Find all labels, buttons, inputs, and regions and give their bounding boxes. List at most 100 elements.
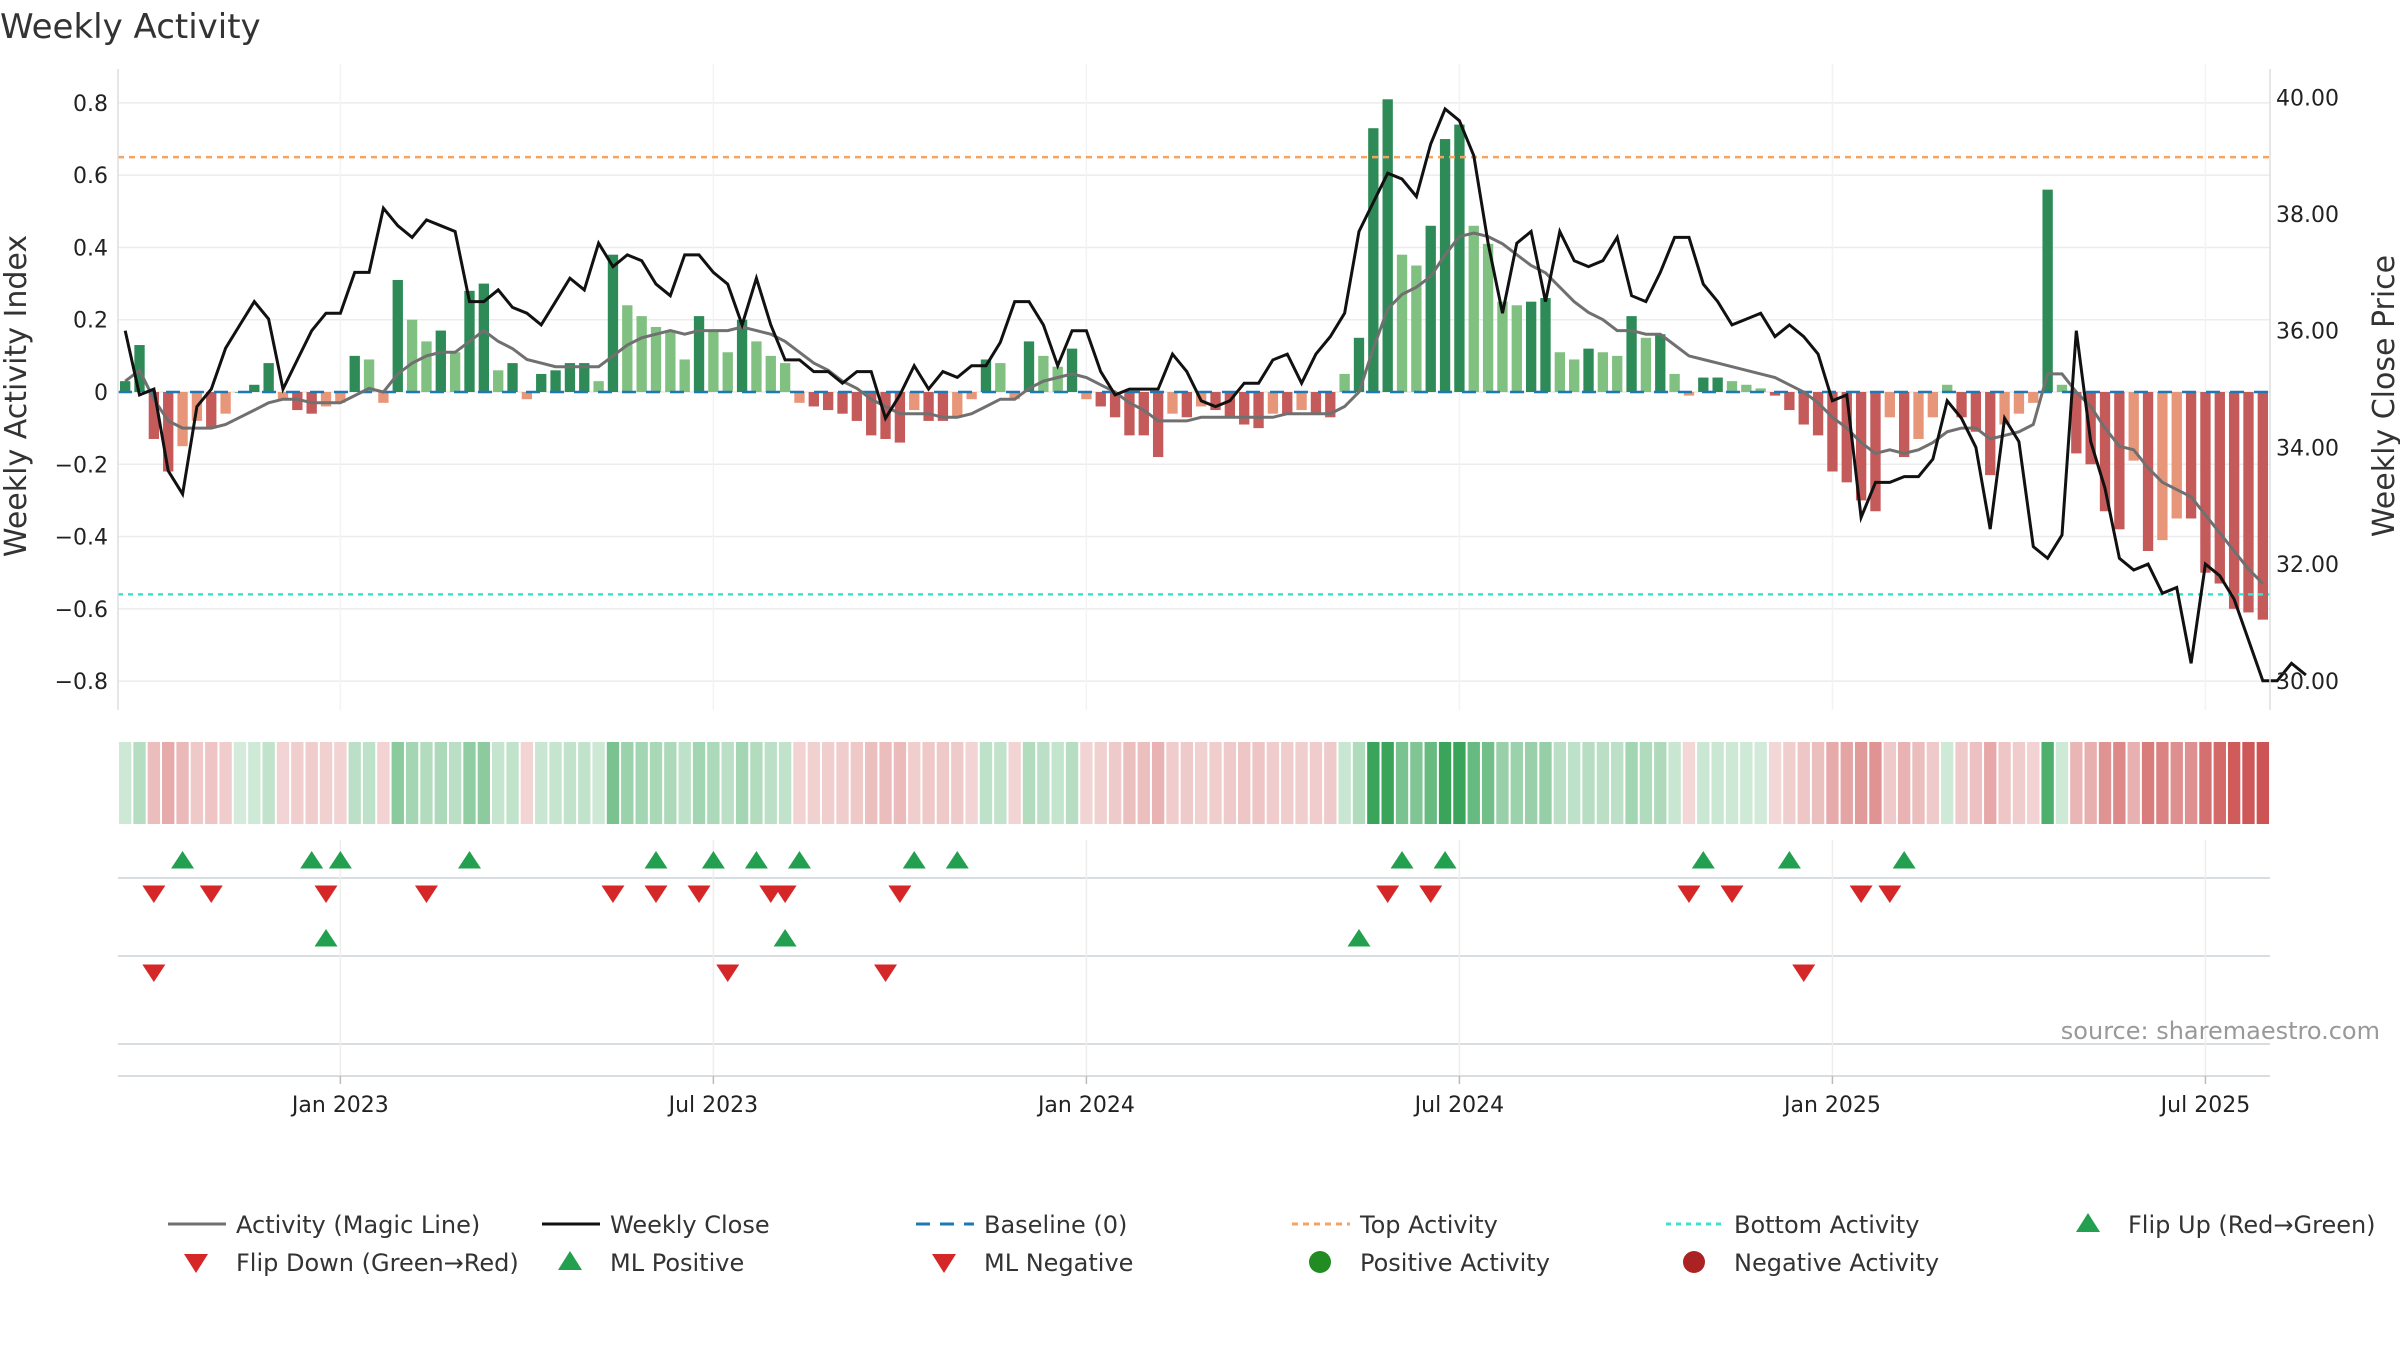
y2-tick-label: 32.00 <box>2276 553 2339 578</box>
flip-down-marker <box>1376 885 1400 903</box>
activity-bar <box>1970 392 1982 432</box>
activity-bars <box>120 99 2268 620</box>
activity-bar <box>320 392 332 407</box>
heat-cell <box>2012 742 2026 824</box>
activity-bar <box>1769 392 1781 396</box>
activity-bar <box>1841 392 1852 483</box>
activity-bar <box>851 392 863 421</box>
flip-down-marker <box>1419 885 1443 903</box>
heat-cell <box>850 742 864 824</box>
legend-label: Activity (Magic Line) <box>236 1211 480 1239</box>
activity-bar <box>1597 352 1609 392</box>
heat-cell <box>248 742 261 824</box>
ml-negative-marker <box>1792 964 1816 982</box>
activity-bar <box>593 381 604 392</box>
activity-bar <box>923 392 934 421</box>
heat-cell <box>1496 742 1509 824</box>
heat-cell <box>506 742 519 824</box>
activity-bar <box>1353 337 1365 392</box>
activity-bar <box>2013 392 2025 414</box>
activity-bar <box>794 392 805 403</box>
activity-bar <box>478 283 490 392</box>
activity-bar <box>1898 392 1910 458</box>
activity-bar <box>249 384 260 392</box>
heat-cell <box>1969 742 1983 824</box>
heat-cell <box>119 742 132 824</box>
heat-cell <box>2084 742 2097 824</box>
flip-down-marker <box>644 885 668 903</box>
heat-cell <box>692 742 706 824</box>
ml-positive-marker <box>773 929 797 947</box>
y2-tick-label: 30.00 <box>2276 670 2339 695</box>
activity-bar <box>163 392 174 472</box>
activity-bar <box>1095 392 1106 407</box>
activity-bar <box>1554 352 1566 392</box>
legend-swatch-down <box>184 1254 208 1273</box>
activity-bar <box>406 319 418 392</box>
heat-cell <box>2113 742 2126 824</box>
heat-cell <box>1037 742 1050 824</box>
heat-cell <box>1611 742 1624 824</box>
activity-bar <box>1985 392 1996 476</box>
heat-cell <box>1639 742 1653 824</box>
activity-bar <box>980 359 992 392</box>
y-tick-label: 0.2 <box>73 309 108 334</box>
activity-bar <box>1267 392 1279 414</box>
activity-bar <box>1626 316 1637 392</box>
activity-bar <box>2214 392 2225 584</box>
flip-up-marker <box>902 851 926 869</box>
heat-cell <box>291 742 304 824</box>
signal-markers <box>118 840 2270 1076</box>
heat-cell <box>1324 742 1337 824</box>
heat-cell <box>1697 742 1710 824</box>
heat-cell <box>563 742 577 824</box>
flip-down-marker <box>1720 885 1744 903</box>
heat-cell <box>2213 742 2226 824</box>
heat-cell <box>190 742 204 824</box>
flip-up-marker <box>457 851 481 869</box>
legend-label: Negative Activity <box>1734 1249 1939 1277</box>
activity-bar <box>148 392 160 439</box>
heat-cell <box>133 742 146 824</box>
flip-down-marker <box>888 885 912 903</box>
activity-bar <box>1038 355 1049 392</box>
flip-up-marker <box>1691 851 1715 869</box>
heat-cell <box>1740 742 1753 824</box>
flip-down-marker <box>601 885 625 903</box>
y2-tick-label: 34.00 <box>2276 436 2339 461</box>
heat-cell <box>1568 742 1581 824</box>
heat-cell <box>2184 742 2198 824</box>
activity-bar <box>1884 392 1895 418</box>
heat-cell <box>2027 742 2040 824</box>
activity-bar <box>1124 392 1135 436</box>
heat-cell <box>2041 742 2054 824</box>
heat-cell <box>305 742 318 824</box>
activity-bar <box>1784 392 1795 411</box>
legend-item-magic: Activity (Magic Line) <box>168 1211 480 1239</box>
legend-item-close: Weekly Close <box>542 1211 770 1239</box>
activity-bar <box>1310 392 1322 414</box>
activity-bar <box>2157 392 2168 541</box>
y-tick-label: −0.6 <box>55 598 108 623</box>
heat-cell <box>2199 742 2212 824</box>
legend-swatch-down <box>932 1254 956 1273</box>
heat-cell <box>1826 742 1839 824</box>
activity-bar <box>521 392 533 400</box>
activity-bar <box>1296 392 1307 411</box>
heat-cell <box>1539 742 1552 824</box>
heat-cell <box>348 742 361 824</box>
x-tick-label: Jan 2024 <box>1036 1093 1135 1118</box>
heat-cell <box>2141 742 2155 824</box>
activity-bar <box>1439 139 1451 392</box>
activity-bar <box>995 363 1006 392</box>
activity-bar <box>665 330 676 392</box>
y2-tick-label: 40.00 <box>2276 86 2339 111</box>
activity-bar <box>1640 337 1652 392</box>
heat-cell <box>1395 742 1409 824</box>
heat-cell <box>1467 742 1480 824</box>
y-tick-label: 0.8 <box>73 92 108 117</box>
activity-bar <box>1741 384 1752 392</box>
heat-cell <box>1438 742 1452 824</box>
heat-cell <box>1352 742 1366 824</box>
heat-cell <box>1941 742 1954 824</box>
